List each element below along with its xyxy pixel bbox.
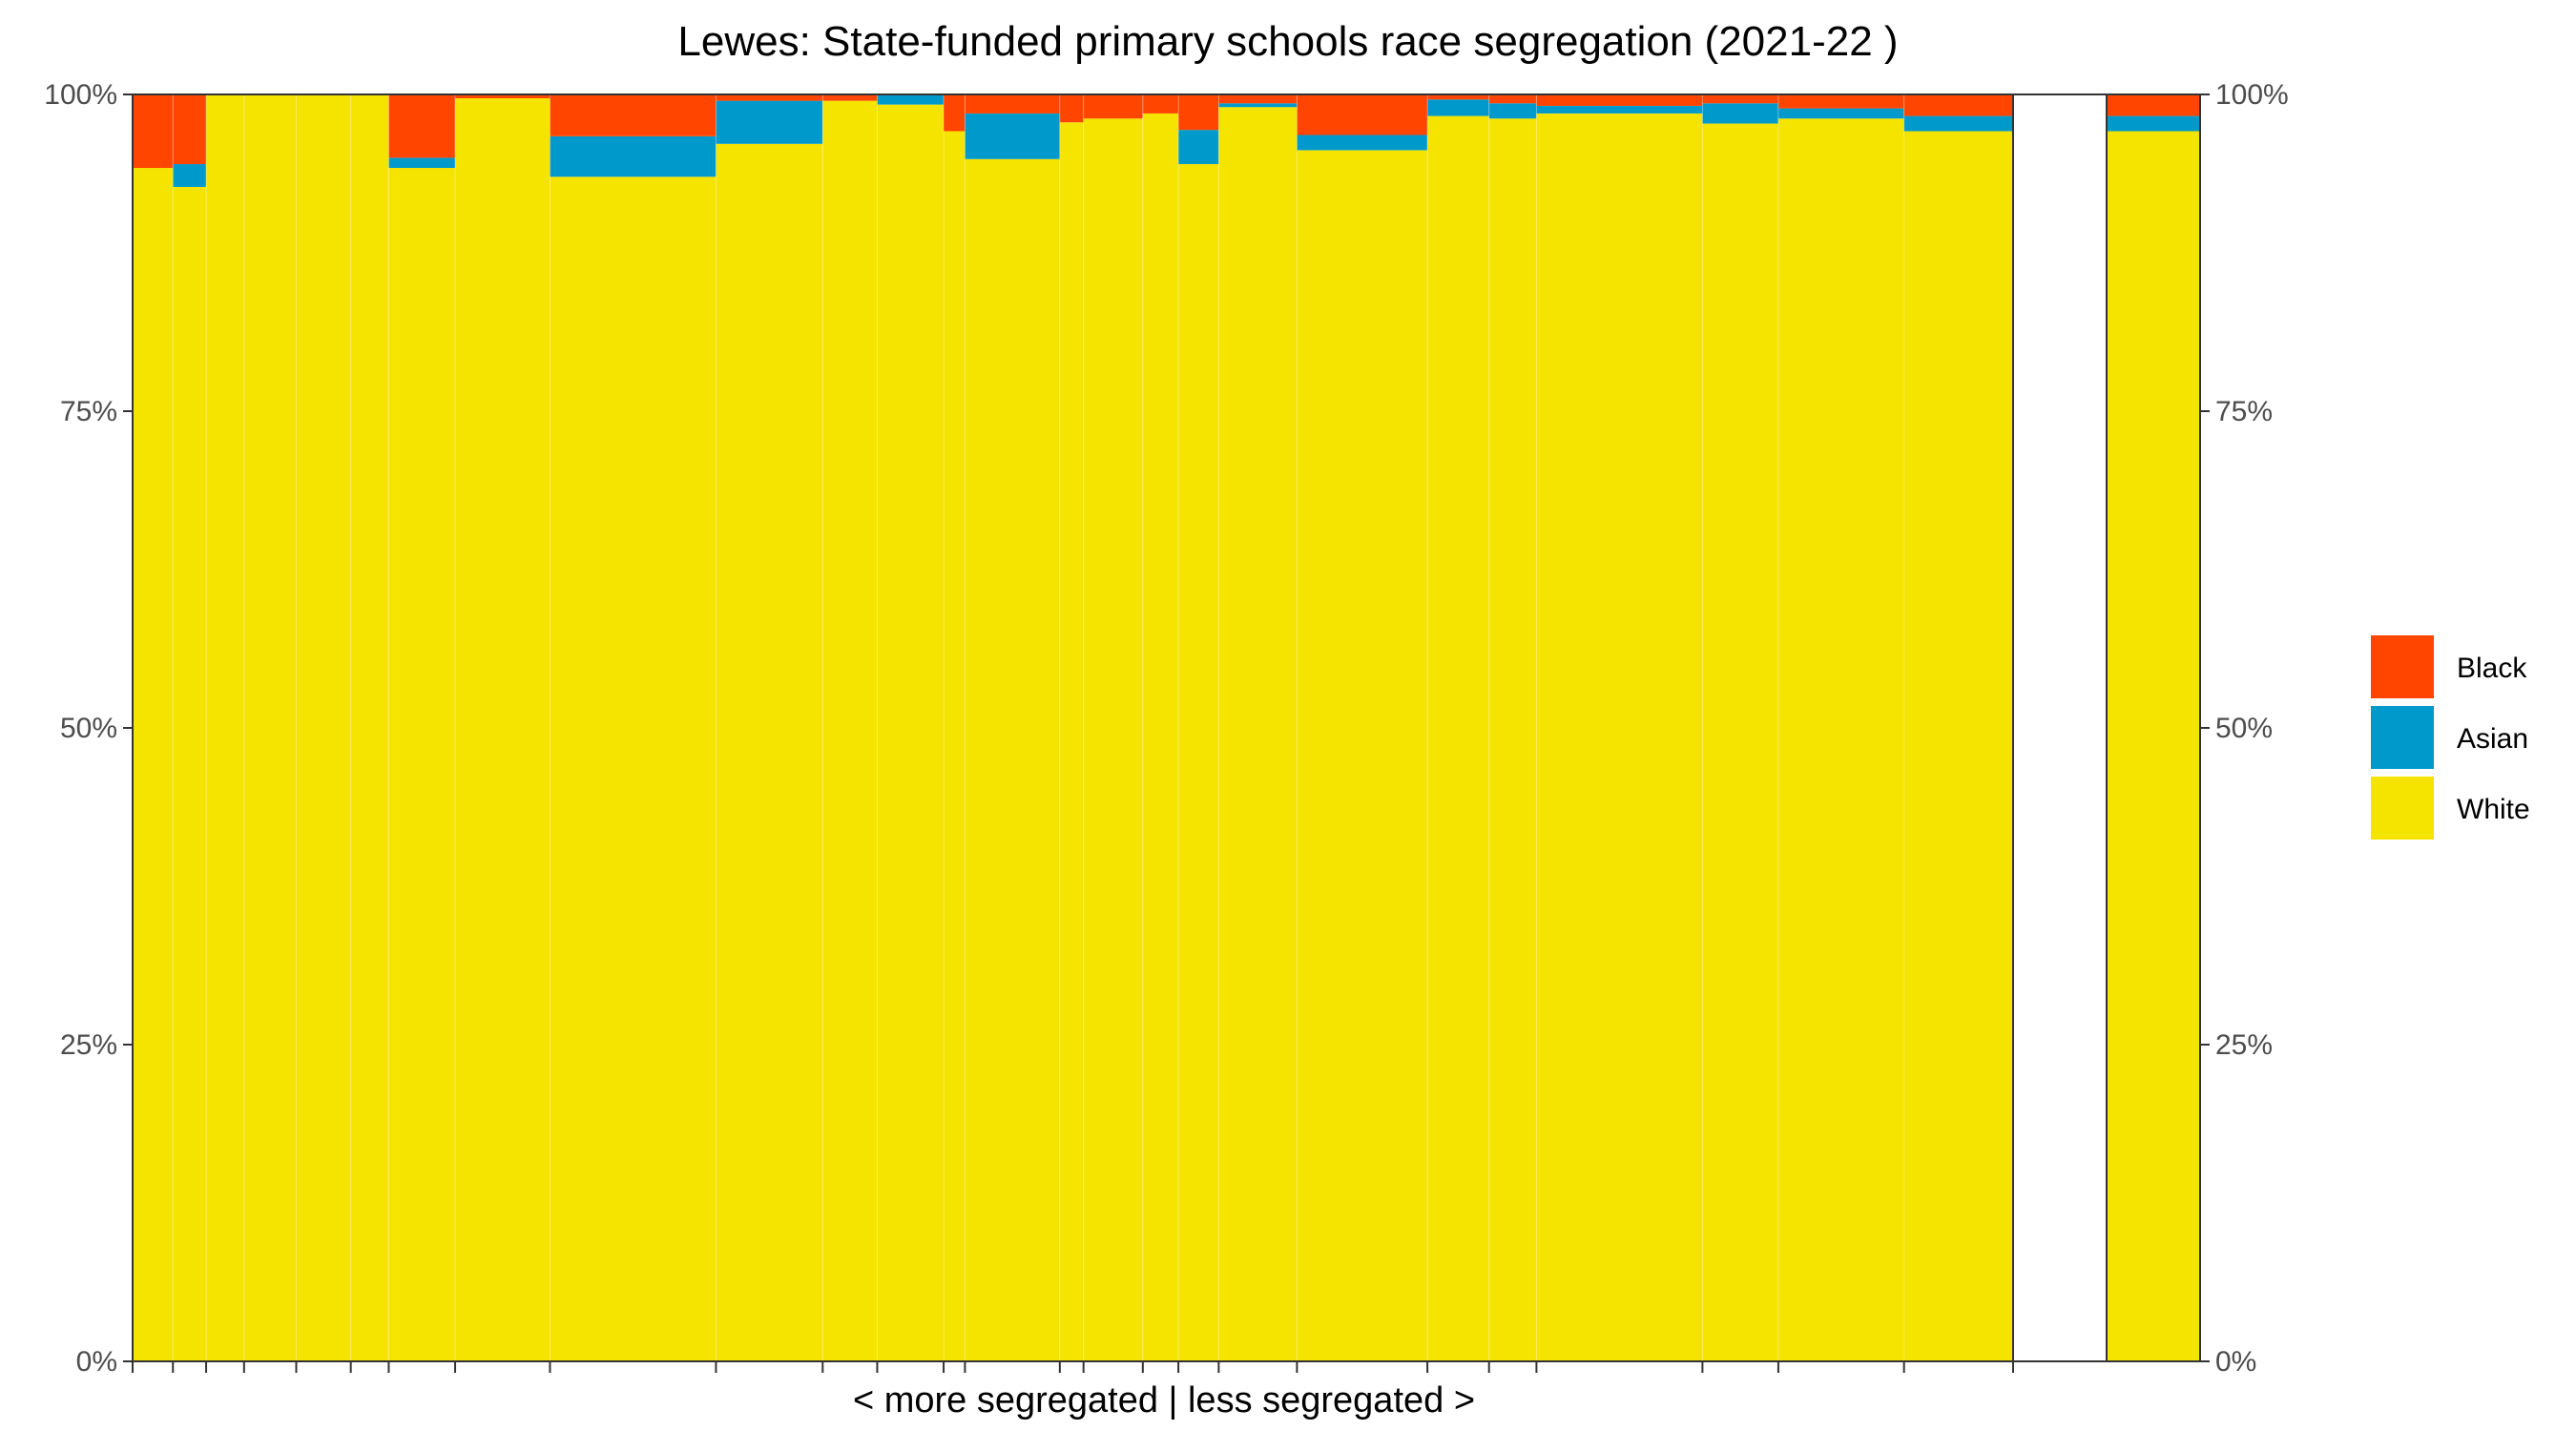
bar-white-5 [350,94,389,1361]
bar-asian-overall [2107,115,2200,132]
bar-asian-8 [550,135,717,177]
bar-black-10 [822,94,878,101]
bar-asian-22 [1536,105,1703,114]
bar-black-overall [2107,94,2200,116]
y-axis-left: 0% 25% 50% 75% 100% [44,79,133,1378]
y-tick-label-left: 50% [60,713,117,744]
legend-swatch-white [2371,777,2434,840]
bar-asian-9 [716,100,823,144]
y-tick-label-right: 0% [2215,1346,2256,1378]
bar-white-16 [1142,113,1179,1361]
legend-label-asian: Asian [2457,723,2528,755]
bar-white-11 [877,104,945,1361]
bar-white-15 [1083,118,1143,1361]
bar-black-25 [1903,94,2013,116]
bar-asian-19 [1297,135,1428,151]
x-axis-label: < more segregated | less segregated > [853,1380,1475,1421]
bar-white-25 [1903,131,2013,1362]
bar-white-2 [206,94,244,1361]
bar-white-1 [173,186,207,1362]
bar-black-22 [1536,94,1703,106]
bar-asian-11 [877,94,945,105]
bar-asian-23 [1702,103,1778,124]
bar-white-19 [1297,150,1428,1361]
bar-asian-25 [1903,115,2013,132]
bar-white-24 [1777,118,1904,1361]
bar-black-1 [173,94,207,165]
bar-white-3 [243,94,297,1361]
legend-swatch-asian [2371,706,2434,769]
bar-asian-6 [388,157,456,169]
bar-black-7 [455,94,551,98]
legend-label-white: White [2457,794,2530,825]
y-tick-label-left: 25% [60,1029,117,1061]
bar-white-4 [296,94,351,1361]
overall-bar [2107,94,2200,1362]
y-axis-right: 0% 25% 50% 75% 100% [2200,79,2289,1378]
bar-black-0 [133,94,174,169]
legend-label-black: Black [2457,653,2527,684]
bar-black-12 [944,94,966,132]
bar-white-6 [388,168,456,1361]
bar-white-13 [965,158,1060,1361]
bar-black-16 [1142,94,1179,114]
bar-asian-17 [1178,130,1219,165]
bar-white-10 [822,100,878,1361]
bar-black-19 [1297,94,1428,135]
bar-black-21 [1488,94,1537,104]
legend-swatch-black [2371,635,2434,698]
bar-black-17 [1178,94,1219,131]
bar-white-0 [133,168,174,1361]
bar-black-15 [1083,94,1143,119]
y-tick-label-left: 100% [44,79,117,111]
bar-black-13 [965,94,1060,114]
bar-black-14 [1059,94,1084,123]
bar-white-12 [944,131,966,1362]
chart-title: Lewes: State-funded primary schools race… [677,18,1898,65]
y-tick-label-left: 0% [76,1346,117,1378]
bar-white-8 [550,176,717,1361]
bar-white-overall [2107,131,2200,1362]
bar-black-24 [1777,94,1904,109]
school-bars [133,94,2013,1362]
y-tick-label-left: 75% [60,396,117,427]
bar-asian-18 [1218,103,1298,108]
bar-black-6 [388,94,456,158]
bar-asian-1 [173,164,207,187]
bar-asian-20 [1427,99,1489,116]
legend: Black Asian White [2371,635,2530,840]
bar-black-8 [550,94,717,136]
bar-white-18 [1218,107,1298,1361]
bar-black-23 [1702,94,1778,104]
bar-white-23 [1702,123,1778,1362]
bar-asian-24 [1777,108,1904,119]
bar-asian-21 [1488,103,1537,119]
bar-white-21 [1488,118,1537,1361]
y-tick-label-right: 50% [2215,713,2273,744]
bar-white-7 [455,97,551,1361]
bar-asian-13 [965,113,1060,159]
y-tick-label-right: 100% [2215,79,2289,111]
bar-white-17 [1178,164,1219,1361]
y-tick-label-right: 25% [2215,1029,2273,1061]
bar-white-14 [1059,122,1084,1361]
bar-black-18 [1218,94,1298,104]
panel-border-gap [2012,93,2108,1362]
bar-white-9 [716,143,823,1362]
y-tick-label-right: 75% [2215,396,2273,427]
bar-white-22 [1536,113,1703,1361]
bar-black-20 [1427,94,1489,100]
bar-white-20 [1427,115,1489,1361]
bar-black-9 [716,94,823,101]
